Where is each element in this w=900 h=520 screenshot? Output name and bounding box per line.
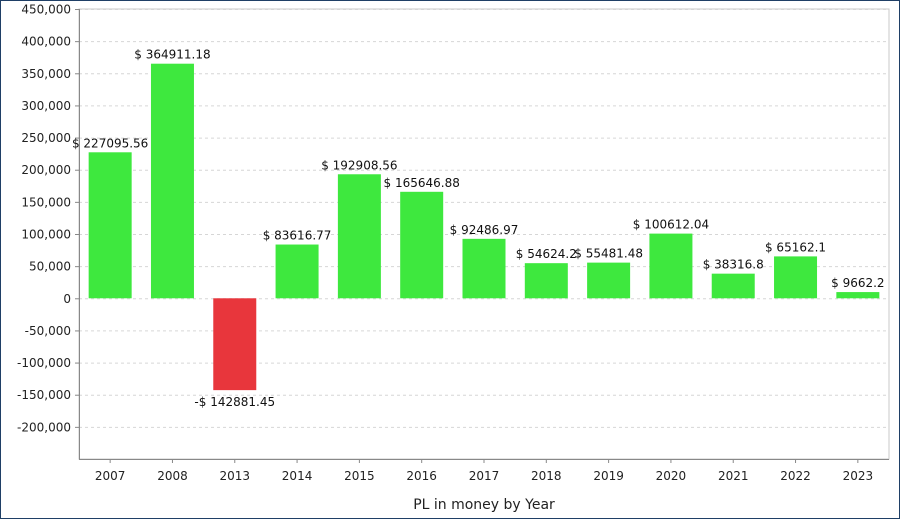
y-tick-label: 400,000 [21, 35, 71, 49]
bar-2008 [150, 63, 194, 299]
data-label-2016: $ 165646.88 [384, 176, 460, 190]
x-tick-label: 2019 [593, 469, 624, 483]
data-label-2023: $ 9662.2 [831, 276, 884, 290]
bars [88, 63, 880, 391]
bar-2007 [88, 152, 132, 299]
y-tick-label: -200,000 [17, 420, 71, 434]
x-axis-title: PL in money by Year [413, 497, 555, 513]
y-tick-label: 200,000 [21, 163, 71, 177]
data-labels: $ 227095.56 $ 364911.18 -$ 142881.45 $ 8361… [72, 48, 885, 409]
data-label-2019: $ 55481.48 [574, 247, 643, 261]
x-tick-label: 2023 [843, 469, 874, 483]
bar-2016 [400, 191, 444, 299]
x-tick-label: 2007 [95, 469, 126, 483]
bar-2014 [275, 244, 319, 299]
x-axis: 2007 2008 2013 2014 2015 2016 2017 2018 2019 2020… [79, 459, 889, 483]
data-label-2015: $ 192908.56 [321, 158, 397, 172]
bar-2021 [711, 273, 755, 299]
x-tick-label: 2017 [469, 469, 500, 483]
y-tick-label: 150,000 [21, 195, 71, 209]
x-tick-label: 2008 [157, 469, 188, 483]
data-label-2021: $ 38316.8 [703, 258, 764, 272]
x-tick-label: 2021 [718, 469, 749, 483]
x-tick-label: 2020 [656, 469, 687, 483]
y-tick-label: 250,000 [21, 131, 71, 145]
y-tick-label: -50,000 [25, 324, 71, 338]
y-axis: 450,000 400,000 350,000 300,000 250,000 200,0… [17, 3, 80, 459]
x-tick-label: 2013 [219, 469, 250, 483]
data-label-2022: $ 65162.1 [765, 240, 826, 254]
y-tick-label: -100,000 [17, 356, 71, 370]
x-tick-label: 2016 [406, 469, 437, 483]
data-label-2020: $ 100612.04 [633, 218, 709, 232]
bar-2019 [587, 262, 631, 299]
bar-2022 [774, 256, 818, 299]
y-tick-label: 450,000 [21, 3, 71, 17]
data-label-2008: $ 364911.18 [134, 48, 210, 62]
bar-2013 [213, 298, 257, 391]
y-tick-label: 100,000 [21, 228, 71, 242]
x-tick-label: 2015 [344, 469, 375, 483]
x-tick-label: 2018 [531, 469, 562, 483]
y-tick-label: 300,000 [21, 99, 71, 113]
bar-2020 [649, 233, 693, 299]
y-tick-label: 350,000 [21, 67, 71, 81]
data-label-2017: $ 92486.97 [450, 223, 519, 237]
y-tick-label: 50,000 [29, 260, 71, 274]
x-tick-label: 2022 [780, 469, 811, 483]
data-label-2014: $ 83616.77 [263, 229, 332, 243]
bar-2017 [462, 238, 506, 299]
y-tick-label: -150,000 [17, 388, 71, 402]
bar-2018 [524, 263, 568, 299]
data-label-2018: $ 54624.2 [516, 247, 577, 261]
bar-2023 [836, 292, 880, 299]
x-tick-label: 2014 [282, 469, 313, 483]
y-tick-label: 0 [63, 292, 71, 306]
data-label-2013: -$ 142881.45 [194, 395, 275, 409]
bar-2015 [337, 174, 381, 299]
data-label-2007: $ 227095.56 [72, 136, 148, 150]
